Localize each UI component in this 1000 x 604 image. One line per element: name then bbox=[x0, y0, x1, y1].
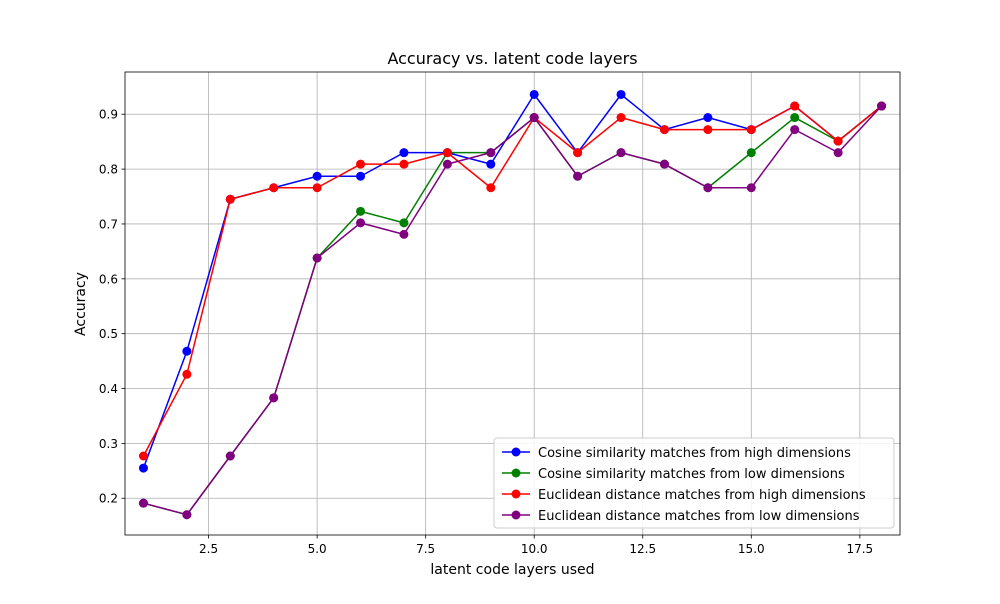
legend-marker bbox=[511, 468, 521, 478]
data-point bbox=[573, 148, 583, 158]
series-3 bbox=[138, 101, 887, 461]
data-point bbox=[182, 346, 192, 356]
y-tick-label: 0.7 bbox=[99, 217, 118, 231]
data-point bbox=[486, 159, 496, 169]
plot-frame bbox=[124, 71, 901, 536]
data-point bbox=[399, 148, 409, 158]
data-point bbox=[529, 89, 539, 99]
data-point bbox=[659, 125, 669, 135]
data-point bbox=[790, 125, 800, 135]
data-point bbox=[399, 229, 409, 239]
data-point bbox=[138, 451, 148, 461]
y-tick-label: 0.8 bbox=[99, 163, 118, 177]
data-point bbox=[356, 171, 366, 181]
legend-entry: Euclidean distance matches from low dime… bbox=[538, 509, 860, 524]
data-point bbox=[833, 148, 843, 158]
chart-title: Accuracy vs. latent code layers bbox=[387, 49, 637, 68]
data-point bbox=[703, 125, 713, 135]
series-4 bbox=[138, 101, 887, 520]
data-point bbox=[356, 206, 366, 216]
data-point bbox=[790, 113, 800, 123]
x-tick-label: 12.5 bbox=[629, 542, 656, 556]
legend-marker bbox=[511, 510, 521, 520]
data-point bbox=[616, 89, 626, 99]
data-point bbox=[703, 183, 713, 193]
y-tick-label: 0.3 bbox=[99, 437, 118, 451]
legend-marker bbox=[511, 489, 521, 499]
x-tick-label: 17.5 bbox=[846, 542, 873, 556]
data-point bbox=[312, 171, 322, 181]
data-point bbox=[269, 183, 279, 193]
data-point bbox=[399, 159, 409, 169]
data-point bbox=[399, 218, 409, 228]
x-axis-label: latent code layers used bbox=[430, 562, 594, 578]
data-point bbox=[442, 148, 452, 158]
data-point bbox=[486, 148, 496, 158]
y-tick-label: 0.9 bbox=[99, 108, 118, 122]
data-point bbox=[703, 113, 713, 123]
legend-entry: Cosine similarity matches from low dimen… bbox=[538, 467, 845, 482]
y-axis-label: Accuracy bbox=[73, 272, 89, 336]
data-point bbox=[225, 194, 235, 204]
legend-box bbox=[493, 437, 895, 529]
data-point bbox=[659, 159, 669, 169]
data-point bbox=[790, 101, 800, 111]
y-tick-label: 0.4 bbox=[99, 382, 118, 396]
data-point bbox=[182, 369, 192, 379]
data-point bbox=[312, 183, 322, 193]
x-tick-label: 7.5 bbox=[416, 542, 435, 556]
data-point bbox=[356, 218, 366, 228]
series-line bbox=[142, 93, 883, 469]
y-tick-label: 0.5 bbox=[99, 327, 118, 341]
legend-entry: Euclidean distance matches from high dim… bbox=[538, 488, 866, 503]
y-tick-label: 0.6 bbox=[99, 272, 118, 286]
series-line bbox=[143, 105, 883, 516]
legend-entry: Cosine similarity matches from high dime… bbox=[538, 446, 851, 461]
data-point bbox=[138, 498, 148, 508]
data-point bbox=[225, 451, 235, 461]
axes: 2.5 5.0 7.5 10.0 12.5 15.0 17.5 0.2 0.3 0.4 0.5 0.6… bbox=[99, 71, 901, 556]
x-tick-label: 2.5 bbox=[199, 542, 218, 556]
data-point bbox=[312, 253, 322, 263]
data-point bbox=[573, 171, 583, 181]
data-point bbox=[138, 463, 148, 473]
x-tick-label: 15.0 bbox=[738, 542, 765, 556]
data-point bbox=[746, 125, 756, 135]
y-tick-label: 0.2 bbox=[99, 492, 118, 506]
data-point bbox=[269, 393, 279, 403]
data-point bbox=[616, 148, 626, 158]
series-line bbox=[142, 105, 883, 457]
data-point bbox=[182, 510, 192, 520]
data-point bbox=[616, 113, 626, 123]
legend: Cosine similarity matches from high dime… bbox=[493, 437, 895, 529]
data-point bbox=[529, 113, 539, 123]
data-point bbox=[486, 183, 496, 193]
data-point bbox=[833, 136, 843, 146]
series-1 bbox=[138, 89, 887, 473]
data-point bbox=[356, 159, 366, 169]
x-tick-label: 10.0 bbox=[521, 542, 548, 556]
data-point bbox=[746, 183, 756, 193]
plot-area bbox=[138, 89, 887, 520]
x-tick-label: 5.0 bbox=[308, 542, 327, 556]
data-point bbox=[746, 148, 756, 158]
legend-marker bbox=[511, 447, 521, 457]
data-point bbox=[442, 159, 452, 169]
data-point bbox=[877, 101, 887, 111]
